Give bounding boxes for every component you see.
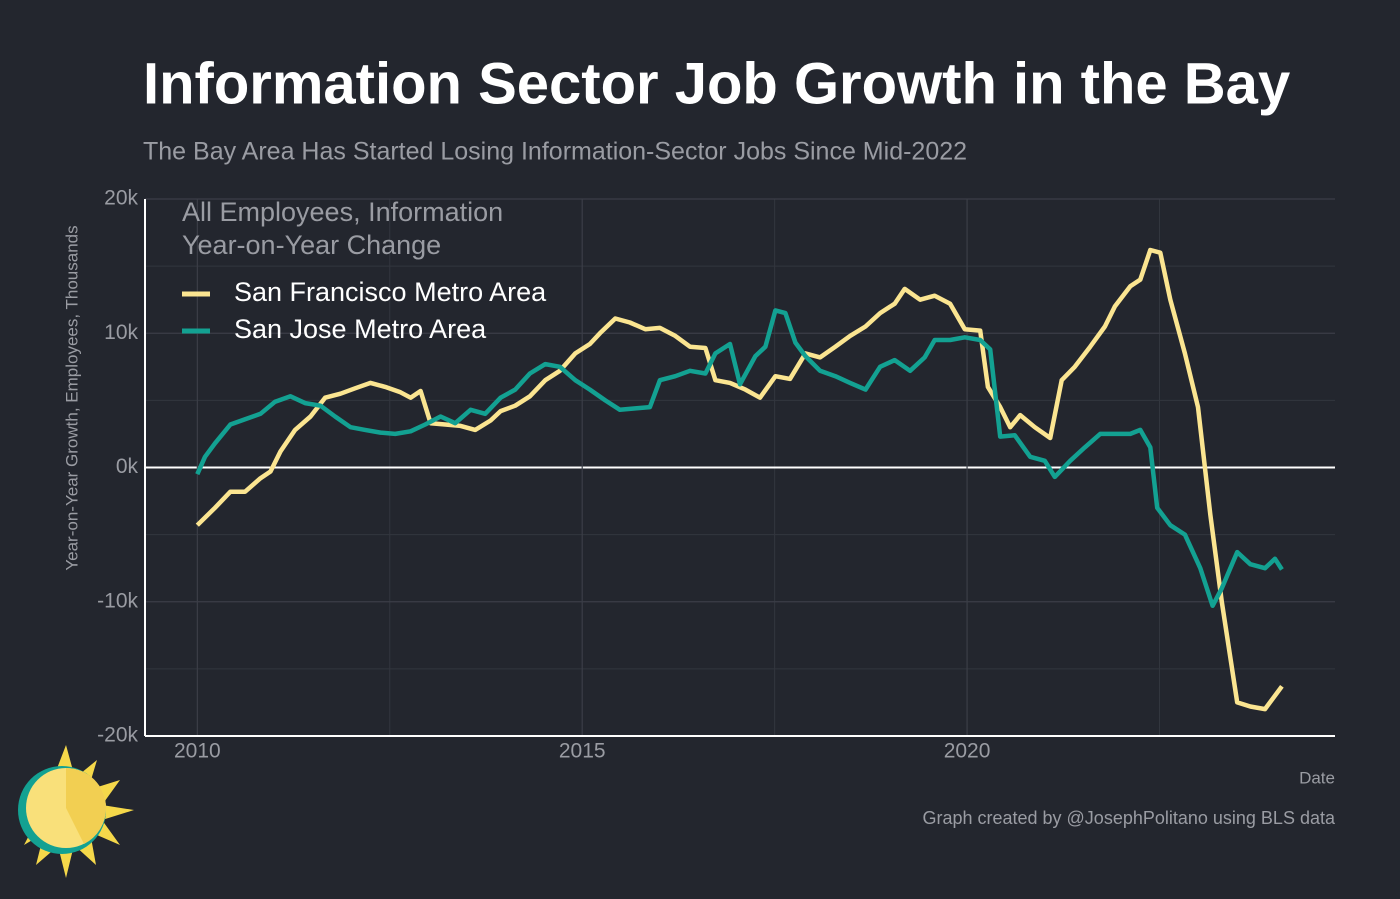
y-tick-label: 10k: [104, 321, 138, 344]
legend-title: Year-on-Year Change: [182, 230, 441, 260]
logo: [18, 745, 134, 878]
y-tick-label: -10k: [97, 589, 138, 612]
legend-label: San Jose Metro Area: [234, 314, 487, 344]
x-tick-label: 2010: [174, 740, 221, 763]
x-tick-label: 2015: [559, 740, 606, 763]
legend-label: San Francisco Metro Area: [234, 277, 547, 307]
y-axis-label: Year-on-Year Growth, Employees, Thousand…: [62, 225, 81, 570]
chart-subtitle: The Bay Area Has Started Losing Informat…: [143, 138, 967, 166]
line-series: [195, 247, 1284, 712]
y-tick-label: 20k: [104, 187, 138, 210]
x-tick-label: 2020: [944, 740, 991, 763]
sun-shade: [66, 768, 107, 844]
y-tick-label: 0k: [116, 455, 139, 478]
x-axis-label: Date: [1299, 768, 1335, 787]
caption: Graph created by @JosephPolitano using B…: [922, 808, 1336, 828]
legend-title: All Employees, Information: [182, 197, 503, 227]
y-tick-label: -20k: [97, 724, 138, 747]
chart-title: Information Sector Job Growth in the Bay: [143, 51, 1290, 116]
line-series: [195, 308, 1284, 609]
